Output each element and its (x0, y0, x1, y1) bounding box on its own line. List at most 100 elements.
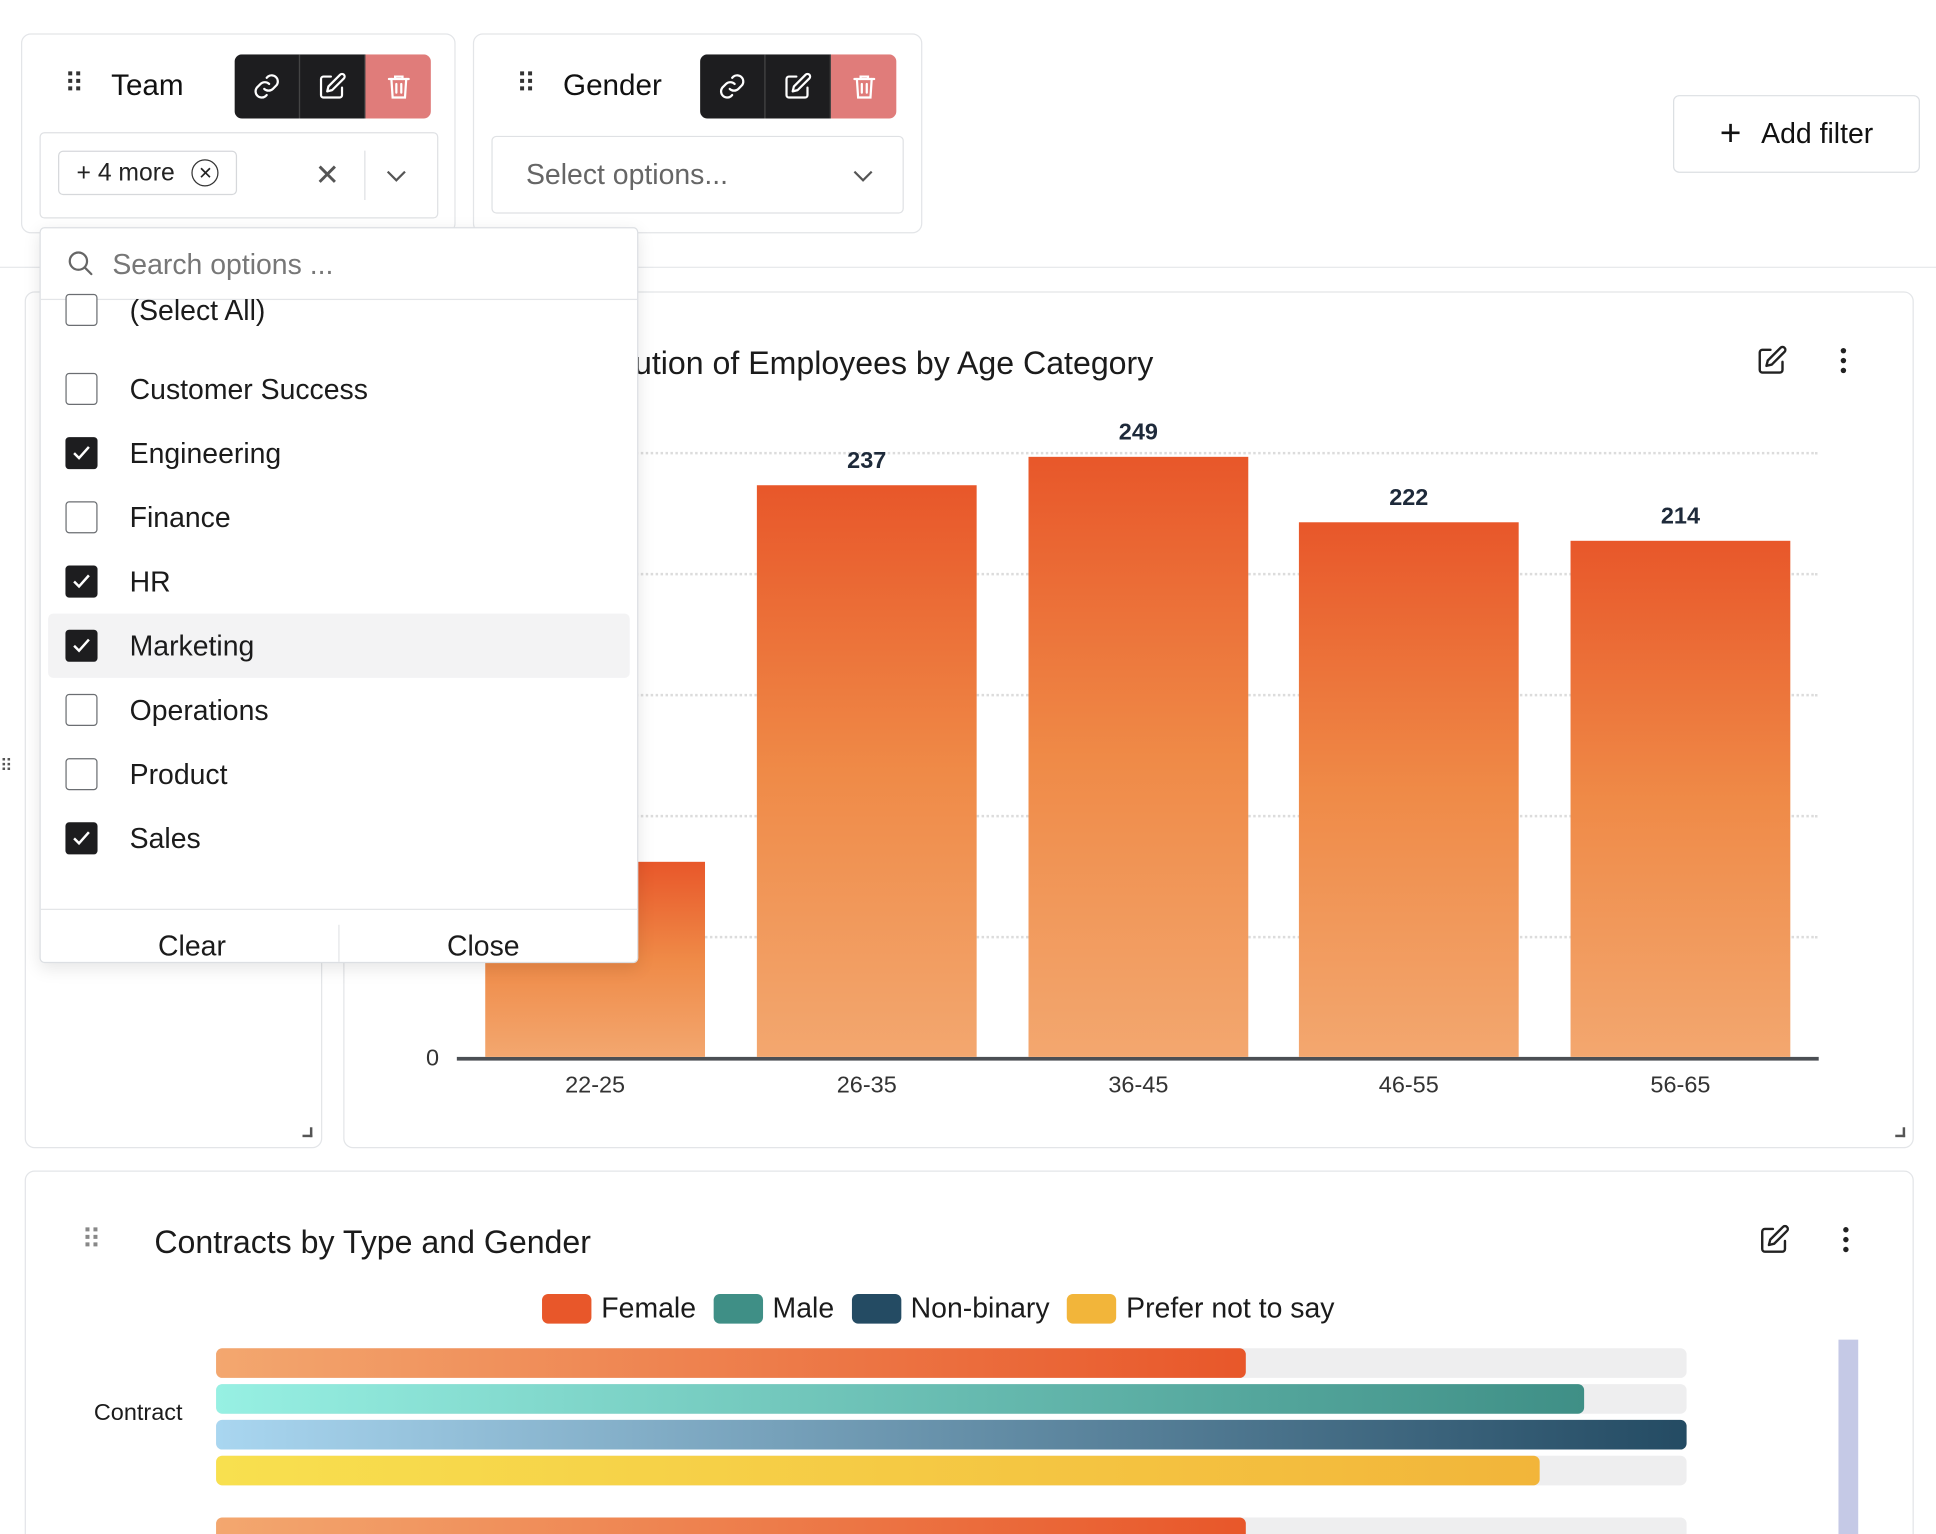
delete-button[interactable] (830, 54, 897, 119)
check-icon (73, 574, 90, 589)
delete-button[interactable] (365, 54, 431, 119)
edit-button[interactable] (765, 54, 831, 119)
team-options-dropdown: Search options ... (Select All) Customer … (39, 227, 639, 964)
option-label: (Select All) (129, 293, 266, 326)
add-filter-button[interactable]: + Add filter (1673, 95, 1920, 173)
option-label: Sales (129, 821, 201, 854)
panel-handle-icon[interactable]: ⠿ (0, 755, 13, 776)
legend-item[interactable]: Non-binary (851, 1291, 1050, 1324)
option-label: Operations (129, 693, 269, 726)
legend-label: Male (772, 1291, 835, 1324)
gender-filter-card: ⠿ Gender Select options... (472, 33, 923, 234)
bar-36-45[interactable] (1028, 456, 1249, 1057)
drag-handle-icon[interactable]: ⠿ (516, 67, 536, 99)
x-axis-tick-label: 22-25 (565, 1072, 626, 1099)
legend-item[interactable]: Prefer not to say (1066, 1291, 1335, 1324)
option-item[interactable]: (Select All) (48, 278, 630, 342)
drag-handle-icon[interactable]: ⠿ (81, 1223, 101, 1255)
option-item[interactable]: Operations (48, 678, 630, 742)
legend-swatch (851, 1293, 901, 1323)
legend-label: Prefer not to say (1126, 1291, 1335, 1324)
x-axis-line (456, 1056, 1819, 1061)
legend-item[interactable]: Male (713, 1291, 834, 1324)
checkbox-checked[interactable] (65, 565, 98, 598)
checkbox[interactable] (65, 293, 98, 326)
legend-item[interactable]: Female (542, 1291, 696, 1324)
option-label: HR (129, 564, 171, 597)
x-axis-tick-label: 56-65 (1650, 1072, 1711, 1099)
check-icon (73, 638, 90, 653)
checkbox-checked[interactable] (65, 629, 98, 662)
clear-selection-icon[interactable]: ✕ (314, 159, 340, 193)
bar-female[interactable] (216, 1348, 1246, 1378)
edit-button[interactable] (300, 54, 366, 119)
edit-chart-icon[interactable] (1758, 1224, 1790, 1256)
chevron-down-icon[interactable] (384, 163, 409, 188)
add-filter-label: Add filter (1761, 117, 1874, 150)
resize-handle-icon[interactable] (302, 1127, 313, 1138)
gender-select-placeholder: Select options... (525, 158, 729, 191)
link-button[interactable] (700, 54, 766, 119)
checkbox[interactable] (65, 693, 98, 727)
x-axis-tick-label: 36-45 (1108, 1072, 1169, 1099)
scrollbar-thumb[interactable] (1838, 1339, 1859, 1534)
option-item[interactable]: Finance (48, 485, 630, 549)
gender-select[interactable]: Select options... (491, 135, 904, 214)
edit-chart-icon[interactable] (1756, 344, 1788, 376)
selection-chip: + 4 more ✕ (58, 150, 238, 196)
bar-value-label: 249 (1118, 419, 1158, 446)
option-item[interactable]: HR (48, 549, 630, 613)
edit-icon (785, 72, 812, 99)
checkbox[interactable] (65, 501, 98, 534)
bar-male[interactable] (216, 1384, 1585, 1414)
more-options-icon[interactable] (1832, 1225, 1859, 1255)
bar-value-label: 214 (1660, 503, 1700, 530)
check-icon (73, 446, 90, 460)
select-divider (364, 150, 366, 201)
footer-divider (338, 924, 340, 962)
remove-chip-icon[interactable]: ✕ (191, 159, 220, 187)
options-search[interactable]: Search options ... (40, 228, 638, 301)
option-item[interactable]: Marketing (48, 613, 630, 678)
x-axis-tick-label: 26-35 (836, 1072, 897, 1099)
team-select[interactable]: + 4 more ✕ ✕ (39, 132, 439, 219)
plus-icon: + (1719, 112, 1742, 154)
checkbox-checked[interactable] (65, 437, 98, 470)
option-item[interactable]: Customer Success (48, 357, 630, 421)
chart-legend: Female Male Non-binary Prefer not to say (542, 1291, 1334, 1324)
edit-icon (319, 72, 346, 99)
bar-prefer-not-to-say[interactable] (216, 1455, 1540, 1486)
dropdown-footer: Clear Close (40, 908, 638, 962)
gender-filter-actions (700, 54, 897, 119)
search-icon (68, 251, 93, 276)
option-item[interactable]: Engineering (48, 421, 630, 485)
option-item[interactable]: Product (48, 742, 630, 806)
contracts-chart-title: Contracts by Type and Gender (154, 1223, 591, 1261)
gridline (459, 451, 1818, 455)
option-label: Engineering (129, 436, 282, 469)
drag-handle-icon[interactable]: ⠿ (64, 67, 84, 99)
bar-46-55[interactable] (1298, 522, 1519, 1057)
bar-56-65[interactable] (1570, 540, 1791, 1057)
checkbox[interactable] (65, 372, 98, 405)
link-button[interactable] (234, 54, 301, 119)
option-label: Finance (129, 500, 231, 533)
more-options-icon[interactable] (1830, 346, 1857, 376)
check-icon (73, 831, 90, 846)
bar-non-binary[interactable] (216, 1419, 1687, 1450)
checkbox-checked[interactable] (65, 822, 98, 855)
bar-value-label: 237 (847, 448, 887, 475)
team-filter-title: Team (111, 69, 184, 103)
chevron-down-icon[interactable] (851, 163, 876, 188)
bar-26-35[interactable] (756, 485, 977, 1057)
checkbox[interactable] (65, 758, 98, 791)
option-label: Customer Success (129, 372, 368, 405)
clear-button[interactable]: Clear (158, 929, 226, 962)
bar-female[interactable] (216, 1517, 1246, 1534)
close-button[interactable]: Close (446, 929, 520, 962)
legend-label: Female (601, 1291, 697, 1324)
resize-handle-icon[interactable] (1895, 1127, 1906, 1138)
option-label: Marketing (129, 629, 255, 662)
age-chart-title: bution of Employees by Age Category (616, 344, 1154, 382)
option-item[interactable]: Sales (48, 806, 630, 870)
